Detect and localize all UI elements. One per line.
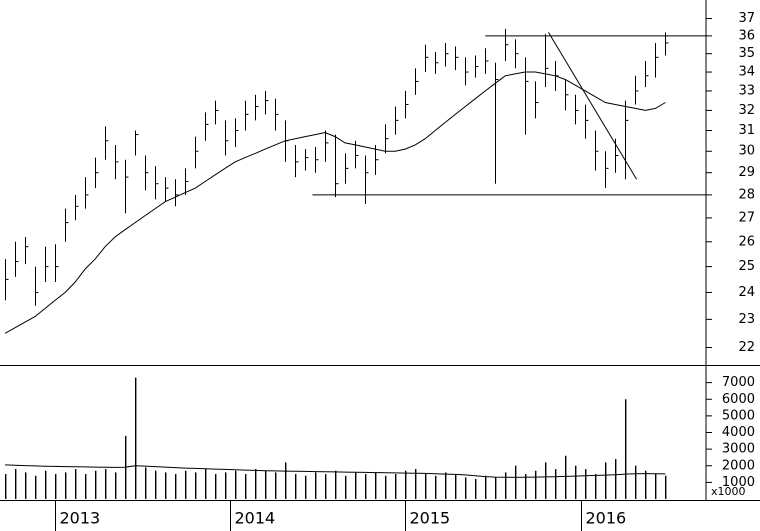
volume-bar [515,465,517,499]
volume-bar [415,469,417,499]
volume-bar [365,474,367,499]
y-tick-label: 1000 [722,475,755,490]
volume-average [5,464,666,478]
volume-bar [445,472,447,499]
y-tick-label: 27 [738,210,755,225]
volume-bar [375,472,377,499]
volume-bar [65,472,67,499]
volume-bar [295,474,297,499]
y-tick-label: 31 [738,123,755,138]
volume-bar [535,470,537,499]
volume-bar [285,462,287,499]
volume-bar [185,470,187,499]
volume-bar [205,469,207,499]
y-tick-label: 22 [738,340,755,355]
y-tick-label: 32 [738,103,755,118]
volume-bar [195,472,197,499]
volume-bar [355,472,357,499]
y-tick-label: 2000 [722,458,755,473]
volume-bar [335,470,337,499]
y-tick-label: 37 [738,11,755,26]
volume-bar [325,474,327,499]
volume-bar [555,469,557,499]
x-tick-label: 2015 [410,509,451,528]
volume-bar [575,465,577,499]
y-tick-label: 28 [738,187,755,202]
volume-bar [245,474,247,499]
volume-bar [55,474,57,499]
volume-bar [635,465,637,499]
volume-bar [665,475,667,499]
volume-bar [235,470,237,499]
volume-bar [425,474,427,499]
volume-bar [15,469,17,499]
volume-unit: x1000 [711,485,746,498]
volume-bar [95,470,97,499]
y-tick-label: 30 [738,144,755,159]
y-tick-label: 33 [738,83,755,98]
y-tick-label: 34 [738,65,755,80]
volume-bar [5,474,7,499]
volume-bar [525,474,527,499]
y-tick-label: 23 [738,312,755,327]
volume-bar [135,377,137,499]
volume-bar [155,470,157,499]
y-tick-label: 7000 [722,375,755,390]
volume-bar [75,469,77,499]
moving-average [4,71,666,334]
volume-bar [315,472,317,499]
volume-bar [345,475,347,499]
volume-bar [115,472,117,499]
y-tick-label: 24 [738,285,755,300]
volume-bar [495,477,497,499]
volume-bar [105,469,107,499]
volume-bar [385,475,387,499]
trend-line [548,32,638,180]
volume-bar [565,455,567,499]
volume-bar [435,475,437,499]
volume-bar [605,462,607,499]
volume-bar [255,469,257,499]
volume-bar [475,479,477,499]
volume-bar [165,472,167,499]
volume-bar [615,459,617,499]
y-tick-label: 36 [738,28,755,43]
volume-bar [545,462,547,499]
volume-bar [455,474,457,499]
volume-bar [215,474,217,499]
x-tick-label: 2013 [60,509,101,528]
volume-bar [595,474,597,499]
volume-bar [85,474,87,499]
y-tick-label: 4000 [722,425,755,440]
x-tick-label: 2014 [235,509,276,528]
volume-bar [405,470,407,499]
volume-bar [625,399,627,499]
volume-bar [395,474,397,499]
volume-bar [145,467,147,499]
y-tick-label: 3000 [722,442,755,457]
x-tick-label: 2016 [586,509,627,528]
y-tick-label: 29 [738,165,755,180]
y-tick-label: 26 [738,234,755,249]
volume-bar [35,475,37,499]
volume-bar [645,470,647,499]
volume-bar [45,470,47,499]
y-tick-label: 5000 [722,408,755,423]
y-tick-label: 25 [738,259,755,274]
volume-bar [175,474,177,499]
y-tick-label: 35 [738,46,755,61]
volume-bar [505,472,507,499]
volume-bar [585,469,587,499]
volume-bar [225,472,227,499]
volume-bar [465,477,467,499]
volume-bar [275,472,277,499]
volume-bar [25,472,27,499]
volume-bar [655,474,657,499]
volume-bar [305,475,307,499]
volume-bar [485,475,487,499]
y-tick-label: 6000 [722,392,755,407]
volume-bar [265,470,267,499]
